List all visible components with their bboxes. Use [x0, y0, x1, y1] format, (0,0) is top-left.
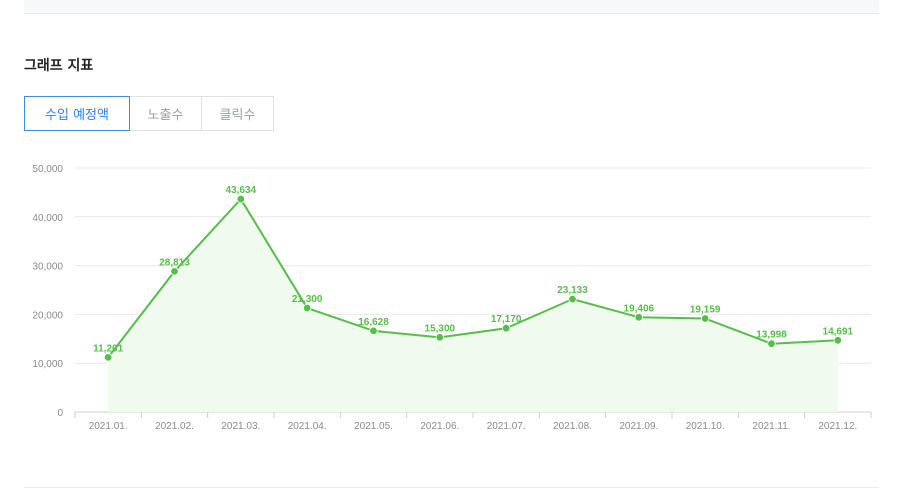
x-tick-label: 2021.10. [686, 421, 725, 432]
x-tick-label: 2021.07. [487, 421, 526, 432]
x-tick-label: 2021.05. [354, 421, 393, 432]
tab-expected-revenue[interactable]: 수입 예정액 [24, 96, 130, 131]
data-point [170, 267, 179, 276]
data-label: 16,628 [358, 317, 389, 328]
data-point [501, 324, 511, 333]
data-point [833, 336, 843, 345]
data-point [103, 353, 113, 362]
y-tick-label: 0 [57, 408, 63, 419]
x-tick-label: 2021.09. [619, 421, 658, 432]
x-tick-label: 2021.06. [420, 421, 459, 432]
data-label: 28,813 [159, 257, 190, 268]
data-label: 14,691 [823, 326, 854, 337]
x-tick-label: 2021.01. [89, 421, 128, 432]
top-panel [24, 0, 879, 14]
data-label: 23,133 [557, 285, 588, 296]
data-label: 15,300 [425, 323, 456, 334]
data-point [767, 339, 776, 348]
data-label: 43,634 [226, 185, 257, 196]
data-point [369, 326, 378, 336]
y-tick-label: 40,000 [32, 213, 63, 224]
y-tick-label: 20,000 [32, 310, 63, 321]
series-line [107, 198, 838, 358]
data-label: 19,406 [624, 303, 655, 314]
x-tick-label: 2021.04. [288, 421, 327, 432]
x-tick-label: 2021.12. [818, 421, 857, 432]
series-area [108, 199, 838, 412]
metric-tabs: 수입 예정액 노출수 클릭수 [24, 96, 274, 131]
tab-impressions[interactable]: 노출수 [129, 96, 202, 131]
data-point [568, 294, 577, 304]
bottom-divider [24, 487, 879, 488]
section-title: 그래프 지표 [24, 58, 94, 74]
x-tick-label: 2021.08. [553, 421, 592, 432]
x-tick-label: 2021.02. [155, 421, 194, 432]
data-point [634, 313, 644, 322]
tab-clicks[interactable]: 클릭수 [201, 96, 274, 131]
y-tick-label: 30,000 [32, 262, 63, 273]
x-tick-label: 2021.11. [752, 421, 790, 432]
data-label: 13,998 [756, 330, 787, 341]
data-point [302, 303, 312, 313]
data-label: 21,300 [292, 294, 323, 305]
data-label: 11,201 [93, 343, 123, 354]
data-point [435, 333, 445, 342]
data-label: 19,159 [690, 305, 721, 316]
y-tick-label: 10,000 [32, 359, 63, 370]
data-point [700, 314, 710, 323]
y-tick-label: 50,000 [32, 164, 63, 175]
data-label: 17,170 [491, 314, 522, 325]
line-chart: 0 10,000 20,000 30,000 40,000 50,000 2021.01. 2… [32, 164, 872, 432]
x-tick-label: 2021.03. [221, 421, 260, 432]
data-point [236, 194, 246, 204]
